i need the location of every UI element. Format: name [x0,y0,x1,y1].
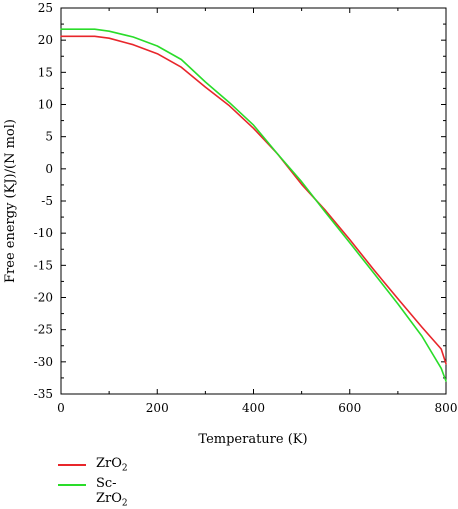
legend-label-sc-zro2: Sc-ZrO2 [96,476,128,509]
legend-swatch-zro2 [58,464,86,466]
y-tick-label: 15 [38,65,53,79]
x-tick-label: 0 [57,401,65,415]
y-tick-label: -25 [34,323,53,337]
y-tick-label: -10 [34,226,53,240]
x-tick-label: 400 [242,401,265,415]
y-tick-label: 25 [38,1,53,15]
y-tick-label: -35 [34,387,53,401]
legend-swatch-sc-zro2 [58,484,86,486]
x-axis-label: Temperature (K) [198,432,307,447]
y-tick-label: -30 [34,355,53,369]
x-axis-ticks: 0 200 400 600 800 [57,8,457,415]
y-axis-label: Free energy (KJ)/(N mol) [3,119,18,283]
y-tick-label: 10 [38,98,53,112]
x-tick-label: 800 [435,401,458,415]
y-tick-label: -20 [34,291,53,305]
series-layer [60,28,447,382]
plot-frame [60,7,447,395]
y-axis-ticks: 25 20 15 10 5 0 -5 -10 -15 -20 -25 -30 -35 [34,1,446,401]
y-tick-label: 5 [45,130,53,144]
x-tick-label: 200 [146,401,169,415]
y-tick-label: 0 [45,162,53,176]
series-line-0 [60,35,447,365]
y-tick-label: 20 [38,33,53,47]
series-line-1 [60,28,447,382]
x-tick-label: 600 [338,401,361,415]
y-tick-label: -15 [34,258,53,272]
y-tick-label: -5 [41,194,53,208]
legend-label-zro2: ZrO2 [96,456,128,474]
